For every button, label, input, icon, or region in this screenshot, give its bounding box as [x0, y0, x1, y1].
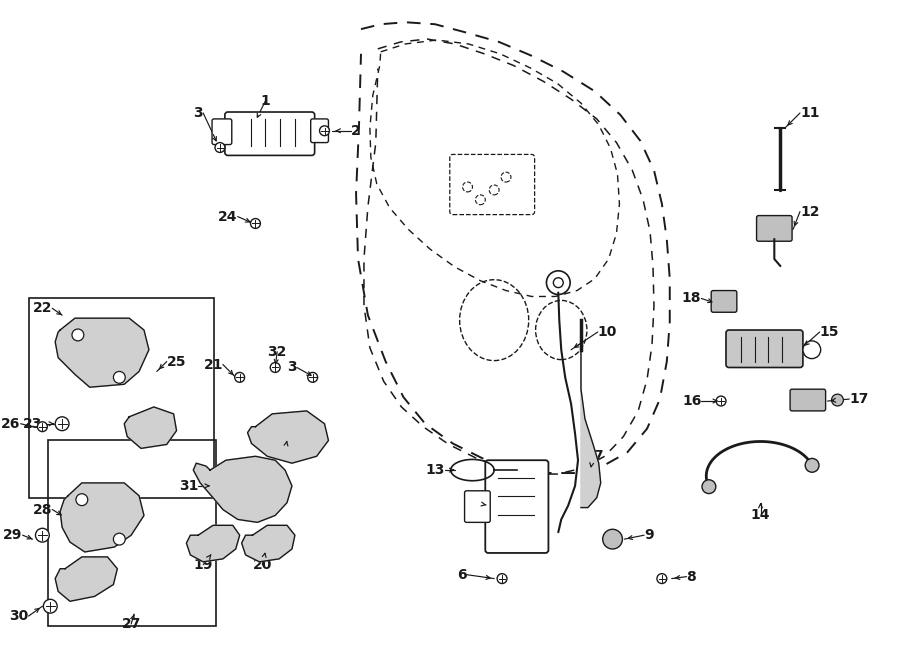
Circle shape [803, 341, 821, 359]
Circle shape [497, 574, 507, 583]
Circle shape [603, 530, 623, 549]
Polygon shape [60, 483, 144, 552]
Circle shape [43, 599, 58, 613]
Bar [29, 299, 214, 498]
FancyBboxPatch shape [310, 119, 328, 142]
Polygon shape [581, 350, 600, 508]
Text: 14: 14 [751, 508, 770, 522]
FancyBboxPatch shape [790, 389, 825, 411]
Text: 17: 17 [850, 392, 868, 406]
Circle shape [270, 363, 280, 373]
Circle shape [55, 417, 69, 430]
FancyBboxPatch shape [711, 291, 737, 312]
Circle shape [832, 394, 843, 406]
Circle shape [702, 480, 716, 494]
Text: 11: 11 [800, 106, 820, 120]
Polygon shape [241, 526, 295, 562]
Text: 31: 31 [179, 479, 198, 493]
Text: 3: 3 [194, 106, 203, 120]
Text: 5: 5 [280, 444, 290, 457]
Text: 18: 18 [682, 291, 701, 305]
Polygon shape [186, 526, 239, 562]
Polygon shape [124, 407, 176, 448]
Circle shape [113, 533, 125, 545]
Text: 2: 2 [351, 124, 361, 138]
Circle shape [250, 218, 260, 228]
FancyBboxPatch shape [464, 491, 491, 522]
Polygon shape [55, 557, 117, 601]
Text: 24: 24 [218, 210, 238, 224]
Text: 9: 9 [644, 528, 653, 542]
Text: 29: 29 [4, 528, 23, 542]
Text: 13: 13 [426, 463, 445, 477]
Text: 23: 23 [23, 416, 42, 431]
Text: 19: 19 [194, 558, 213, 572]
Polygon shape [55, 318, 148, 387]
FancyBboxPatch shape [485, 460, 548, 553]
Circle shape [113, 371, 125, 383]
Text: 25: 25 [166, 355, 186, 369]
Polygon shape [248, 411, 328, 463]
FancyBboxPatch shape [757, 216, 792, 241]
Text: 28: 28 [32, 502, 52, 516]
Text: 22: 22 [32, 301, 52, 315]
Circle shape [806, 458, 819, 472]
Circle shape [235, 373, 245, 382]
Text: 16: 16 [682, 394, 701, 408]
FancyBboxPatch shape [212, 119, 232, 144]
Text: 8: 8 [687, 569, 697, 584]
Text: 6: 6 [457, 567, 466, 582]
Text: 30: 30 [9, 609, 29, 623]
Text: 20: 20 [253, 558, 272, 572]
Text: 12: 12 [800, 205, 820, 218]
Circle shape [657, 574, 667, 583]
Bar [49, 440, 216, 626]
FancyBboxPatch shape [225, 112, 315, 156]
Text: 3: 3 [287, 361, 297, 375]
Circle shape [72, 329, 84, 341]
Text: 21: 21 [203, 357, 223, 371]
Circle shape [320, 126, 329, 136]
Polygon shape [194, 456, 292, 522]
Text: 15: 15 [820, 325, 839, 339]
Circle shape [215, 142, 225, 152]
Text: 10: 10 [598, 325, 617, 339]
Text: 1: 1 [260, 94, 270, 108]
FancyBboxPatch shape [726, 330, 803, 367]
Text: 7: 7 [593, 449, 602, 463]
Text: 26: 26 [1, 416, 21, 431]
Circle shape [716, 396, 726, 406]
Circle shape [35, 528, 50, 542]
Circle shape [308, 373, 318, 382]
Circle shape [38, 422, 48, 432]
Text: 32: 32 [267, 345, 287, 359]
Circle shape [76, 494, 88, 506]
Text: 27: 27 [122, 617, 140, 631]
Text: 4: 4 [464, 496, 474, 510]
